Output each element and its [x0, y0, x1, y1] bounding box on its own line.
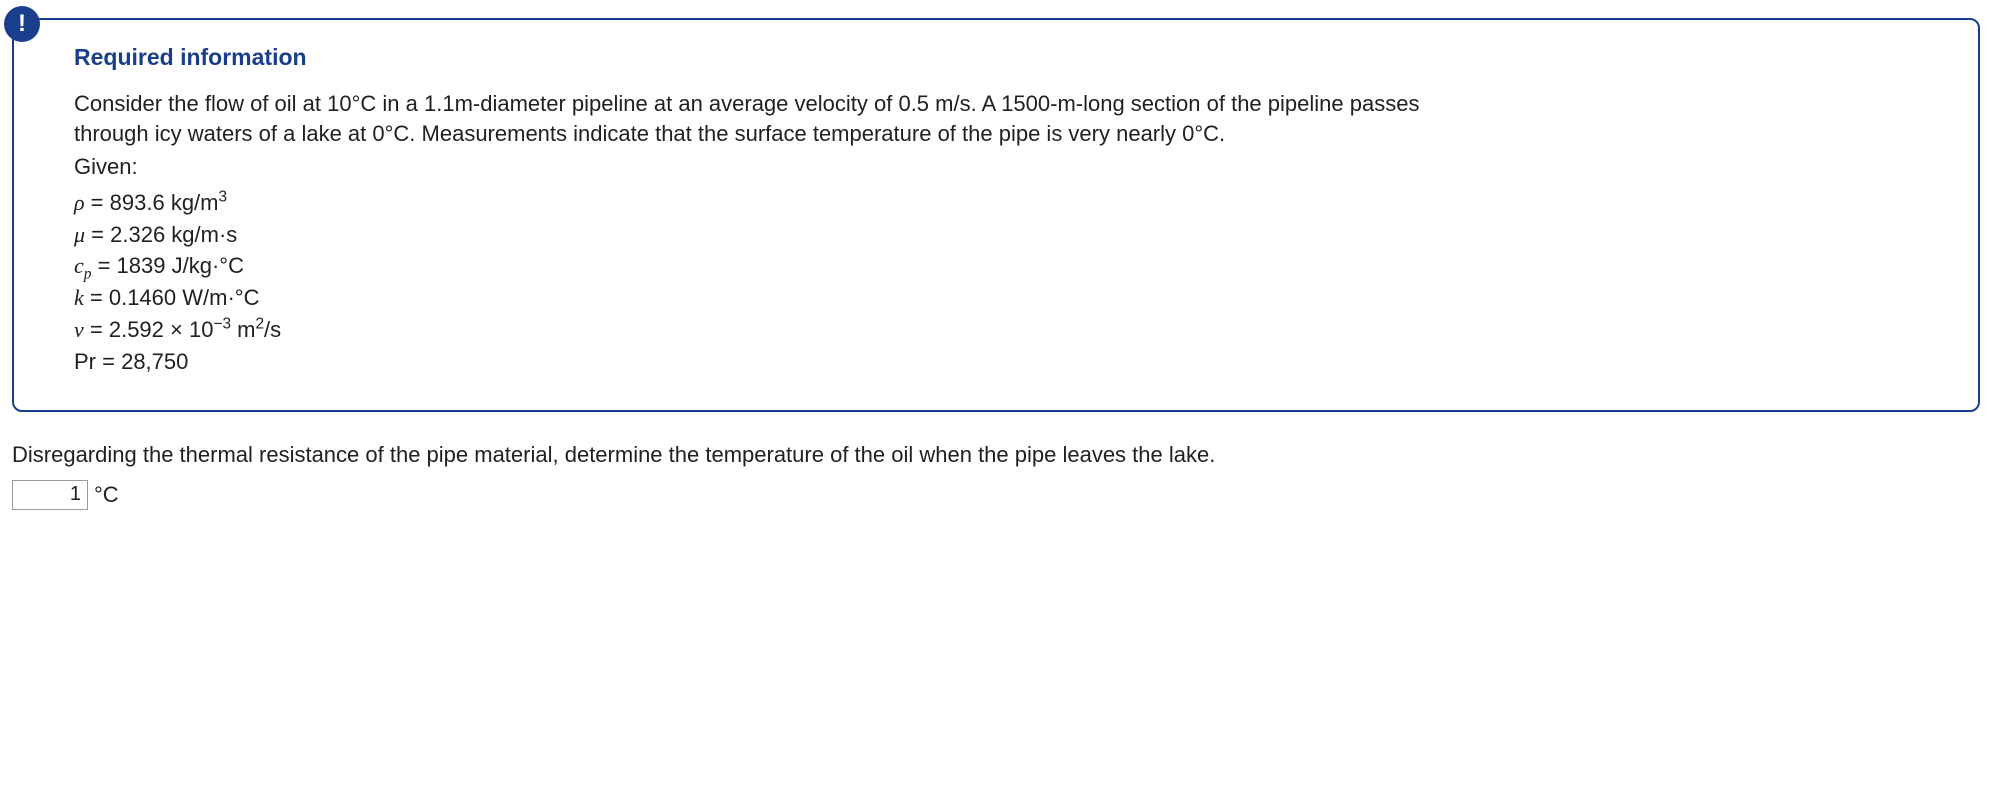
value-pr: 28,750: [121, 349, 188, 374]
eq-text: =: [96, 349, 121, 374]
value-nu: 2.592: [109, 317, 164, 342]
unit-k: W/m·°C: [176, 285, 259, 310]
unit-rho-pre: kg/m: [165, 190, 219, 215]
eq-text: =: [84, 317, 109, 342]
symbol-nu: v: [74, 317, 84, 342]
symbol-k: k: [74, 285, 84, 310]
value-mu: 2.326: [110, 222, 165, 247]
unit-cp: J/kg·°C: [166, 253, 244, 278]
given-nu: v = 2.592 × 10−3 m2/s: [74, 315, 1938, 345]
answer-row: °C: [12, 480, 1980, 510]
required-info-heading: Required information: [74, 42, 1938, 73]
eq-text: =: [91, 253, 116, 278]
times-text: × 10: [164, 317, 214, 342]
eq-text: =: [85, 190, 110, 215]
required-info-panel: ! Required information Consider the flow…: [12, 18, 1980, 412]
exp-nu: −3: [213, 316, 231, 333]
value-k: 0.1460: [109, 285, 176, 310]
symbol-mu: μ: [74, 222, 85, 247]
given-pr: Pr = 28,750: [74, 347, 1938, 377]
symbol-cp-c: c: [74, 253, 84, 278]
answer-input[interactable]: [12, 480, 88, 510]
given-label: Given:: [74, 152, 1454, 182]
eq-text: =: [84, 285, 109, 310]
symbol-pr: Pr: [74, 349, 96, 374]
question-text: Disregarding the thermal resistance of t…: [12, 440, 1980, 470]
given-cp: cp = 1839 J/kg·°C: [74, 251, 1938, 281]
given-mu: μ = 2.326 kg/m·s: [74, 220, 1938, 250]
given-rho: ρ = 893.6 kg/m3: [74, 188, 1938, 218]
value-cp: 1839: [117, 253, 166, 278]
answer-unit: °C: [94, 480, 119, 510]
symbol-rho: ρ: [74, 190, 85, 215]
alert-icon: !: [4, 6, 40, 42]
value-rho: 893.6: [110, 190, 165, 215]
unit-mu: kg/m·s: [165, 222, 237, 247]
unit-nu-post: /s: [264, 317, 281, 342]
problem-statement: Consider the flow of oil at 10°C in a 1.…: [74, 89, 1454, 148]
unit-rho-sup: 3: [219, 189, 228, 206]
eq-text: =: [85, 222, 110, 247]
unit-nu-pre: m: [231, 317, 255, 342]
unit-nu-sup: 2: [255, 316, 264, 333]
given-k: k = 0.1460 W/m·°C: [74, 283, 1938, 313]
given-values-list: ρ = 893.6 kg/m3 μ = 2.326 kg/m·s cp = 18…: [74, 188, 1938, 376]
